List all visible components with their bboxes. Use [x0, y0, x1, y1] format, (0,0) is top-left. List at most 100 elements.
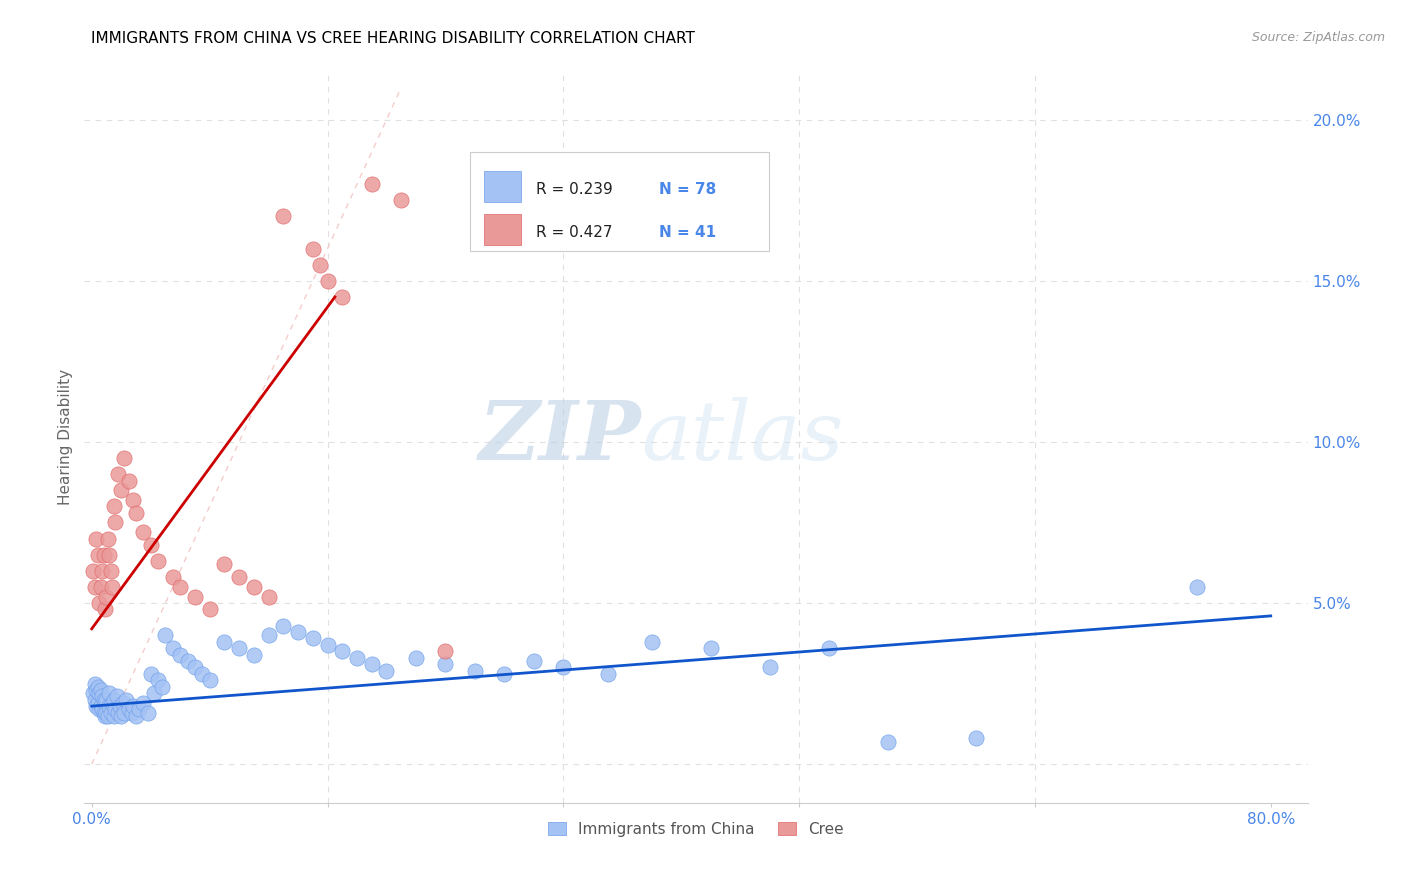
Point [699, 641, 721, 656]
Point [309, 258, 332, 272]
Point [83, 676, 105, 690]
Point [107, 706, 129, 720]
Point [316, 638, 339, 652]
Point [103, 692, 125, 706]
Point [214, 558, 236, 572]
Text: Source: ZipAtlas.com: Source: ZipAtlas.com [1251, 31, 1385, 45]
Point [94, 696, 117, 710]
Point [817, 641, 839, 656]
FancyBboxPatch shape [470, 152, 769, 251]
Point [405, 650, 427, 665]
Point [876, 734, 898, 748]
Point [86, 548, 108, 562]
Text: atlas: atlas [641, 397, 844, 477]
Point [228, 641, 250, 656]
Point [83, 580, 105, 594]
Point [132, 525, 155, 540]
Point [523, 654, 546, 668]
Point [86, 696, 108, 710]
Point [136, 706, 159, 720]
Point [90, 580, 112, 594]
Point [97, 532, 120, 546]
Point [965, 731, 987, 746]
Point [84, 683, 107, 698]
Point [82, 564, 104, 578]
Point [146, 554, 169, 568]
Point [96, 590, 118, 604]
Point [176, 654, 198, 668]
Point [142, 686, 165, 700]
Text: N = 78: N = 78 [659, 182, 717, 197]
Point [112, 450, 135, 465]
Point [117, 474, 139, 488]
Point [301, 632, 323, 646]
Point [139, 538, 162, 552]
Point [90, 699, 112, 714]
Point [287, 625, 309, 640]
Legend: Immigrants from China, Cree: Immigrants from China, Cree [541, 815, 851, 843]
Point [87, 686, 110, 700]
Point [494, 667, 516, 681]
Point [103, 708, 125, 723]
Point [84, 532, 107, 546]
Point [162, 641, 184, 656]
Point [301, 242, 323, 256]
Point [152, 680, 174, 694]
Point [122, 492, 145, 507]
Point [103, 500, 125, 514]
Point [110, 483, 132, 498]
Point [96, 706, 118, 720]
Point [101, 580, 124, 594]
Point [105, 690, 128, 704]
Point [228, 570, 250, 584]
Point [375, 664, 398, 678]
Point [596, 667, 619, 681]
Text: R = 0.427: R = 0.427 [536, 226, 612, 240]
Point [98, 548, 121, 562]
Point [111, 696, 134, 710]
Point [360, 177, 382, 191]
Point [82, 686, 104, 700]
Point [155, 628, 177, 642]
Point [112, 706, 135, 720]
Point [100, 564, 122, 578]
Point [316, 274, 339, 288]
Point [128, 702, 150, 716]
Point [122, 699, 145, 714]
Point [464, 664, 486, 678]
Point [87, 596, 110, 610]
Y-axis label: Hearing Disability: Hearing Disability [58, 369, 73, 505]
Point [214, 634, 236, 648]
Point [273, 210, 295, 224]
Point [169, 580, 191, 594]
Point [553, 660, 575, 674]
Point [139, 667, 162, 681]
Point [641, 634, 664, 648]
Point [198, 602, 221, 616]
Point [169, 648, 191, 662]
Point [93, 692, 115, 706]
Point [257, 628, 280, 642]
Point [114, 692, 136, 706]
Point [93, 548, 115, 562]
Point [758, 660, 780, 674]
Point [94, 602, 117, 616]
Point [104, 516, 127, 530]
Point [162, 570, 184, 584]
Point [97, 708, 120, 723]
Point [434, 657, 457, 672]
Point [83, 692, 105, 706]
Point [91, 690, 114, 704]
Point [184, 660, 207, 674]
Point [86, 680, 108, 694]
Point [91, 564, 114, 578]
Point [96, 692, 118, 706]
Point [434, 644, 457, 658]
FancyBboxPatch shape [484, 214, 522, 245]
Point [98, 699, 121, 714]
Point [243, 580, 266, 594]
Point [93, 706, 115, 720]
Point [346, 650, 368, 665]
Text: N = 41: N = 41 [659, 226, 717, 240]
Point [101, 696, 124, 710]
